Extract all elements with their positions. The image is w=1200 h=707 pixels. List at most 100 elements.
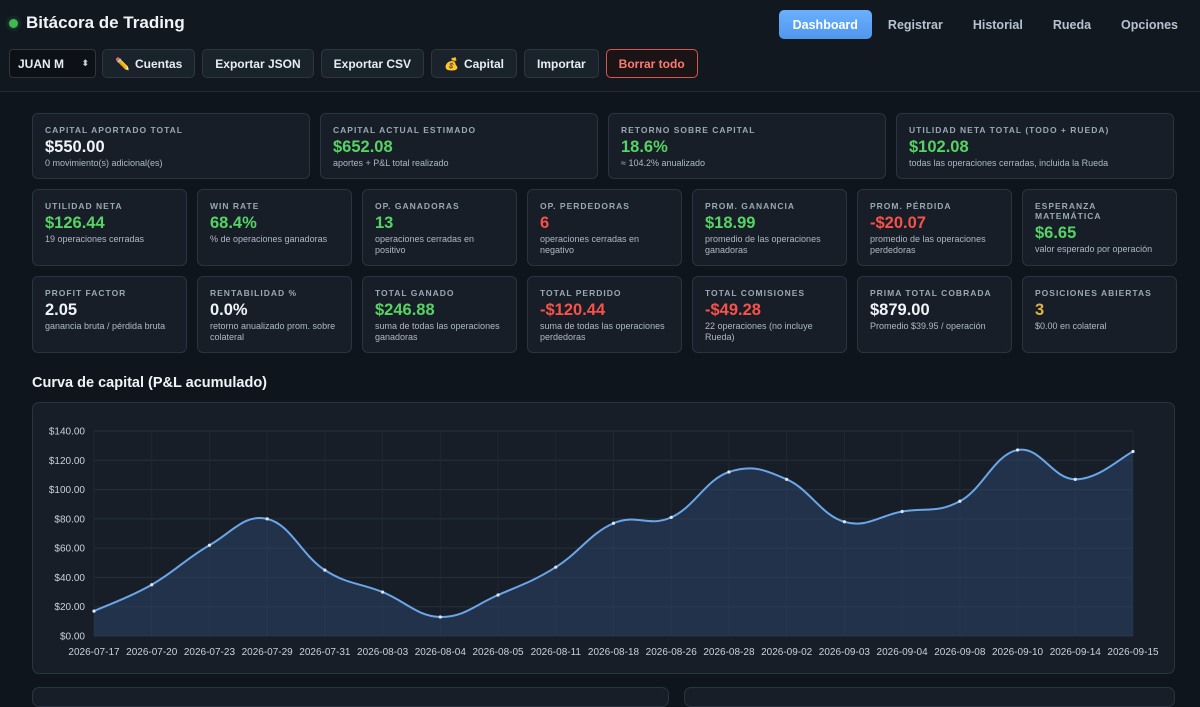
updown-caret-icon: ⬍ — [81, 58, 89, 68]
cuentas-button[interactable]: ✏️ Cuentas — [102, 49, 196, 78]
card-prom-perdida: PROM. PÉRDIDA -$20.07 promedio de las op… — [857, 189, 1012, 266]
card-label: UTILIDAD NETA TOTAL (TODO + RUEDA) — [909, 125, 1110, 135]
bottom-panel-left — [32, 687, 669, 707]
main-nav: Dashboard Registrar Historial Rueda Opci… — [777, 10, 1192, 39]
tab-registrar[interactable]: Registrar — [887, 17, 943, 32]
tab-rueda[interactable]: Rueda — [1052, 17, 1092, 32]
data-point — [900, 509, 904, 514]
x-tick-label: 2026-07-23 — [184, 647, 236, 658]
card-total-comisiones: TOTAL COMISIONES -$49.28 22 operaciones … — [692, 276, 847, 353]
card-value: 18.6% — [621, 138, 668, 156]
x-tick-label: 2026-09-03 — [819, 647, 871, 658]
card-sub: ≈ 104.2% anualizado — [621, 158, 706, 168]
card-sub: valor esperado por operación — [1035, 244, 1153, 254]
card-value: -$120.44 — [540, 301, 606, 319]
card-sub: $0.00 en colateral — [1035, 321, 1107, 331]
x-tick-label: 2026-08-11 — [531, 647, 582, 658]
equity-curve-svg: $0.00 $20.00 $40.00 $60.00 $80.00 $100.00 $120… — [49, 427, 1159, 659]
y-tick-label: $140.00 — [49, 427, 86, 438]
card-sub: 22 operaciones (no incluye Rueda) — [705, 321, 813, 342]
card-profit-factor: PROFIT FACTOR 2.05 ganancia bruta / pérd… — [32, 276, 187, 353]
summary-cards: CAPITAL APORTADO TOTAL $550.00 0 movimie… — [32, 113, 1174, 179]
card-sub: Promedio $39.95 / operación — [870, 321, 986, 331]
x-tick-label: 2026-08-04 — [415, 647, 467, 658]
equity-curve-title: Curva de capital (P&L acumulado) — [32, 375, 268, 391]
x-tick-label: 2026-08-05 — [472, 647, 524, 658]
card-value: $879.00 — [870, 301, 930, 319]
x-tick-label: 2026-07-29 — [242, 647, 294, 658]
bottom-panel-right — [684, 687, 1175, 707]
pencil-icon: ✏️ — [115, 56, 130, 71]
card-label: TOTAL COMISIONES — [705, 288, 806, 298]
card-label: ESPERANZA MATEMÁTICA — [1035, 201, 1102, 221]
data-point — [1015, 448, 1020, 452]
status-dot-icon — [9, 18, 18, 28]
card-win-rate: WIN RATE 68.4% % de operaciones ganadora… — [197, 189, 352, 266]
card-label: CAPITAL APORTADO TOTAL — [45, 125, 184, 135]
equity-curve-chart: $0.00 $20.00 $40.00 $60.00 $80.00 $100.00 $120… — [32, 402, 1175, 674]
data-point — [669, 515, 673, 519]
card-sub: aportes + P&L total realizado — [333, 158, 449, 168]
data-point — [842, 520, 846, 524]
card-label: TOTAL GANADO — [375, 288, 455, 298]
import-button[interactable]: Importar — [523, 49, 599, 78]
card-value: $652.08 — [333, 138, 393, 156]
card-label: PRIMA TOTAL COBRADA — [870, 288, 992, 298]
card-sub: % de operaciones ganadoras — [210, 234, 328, 244]
clear-all-button[interactable]: Borrar todo — [605, 49, 698, 78]
data-point — [554, 565, 558, 569]
export-json-button[interactable]: Exportar JSON — [202, 49, 314, 78]
metrics-row-1: UTILIDAD NETA $126.44 19 operaciones cer… — [32, 189, 1177, 266]
card-sub: suma de todas las operaciones ganadoras — [375, 321, 500, 342]
card-label: OP. PERDEDORAS — [540, 201, 630, 211]
card-value: $102.08 — [909, 138, 969, 156]
tab-dashboard[interactable]: Dashboard — [778, 10, 872, 39]
tab-historial[interactable]: Historial — [972, 17, 1023, 32]
card-sub: 0 movimiento(s) adicional(es) — [45, 158, 163, 168]
card-value: 68.4% — [210, 214, 257, 232]
card-rentabilidad: RENTABILIDAD % 0.0% retorno anualizado p… — [197, 276, 352, 353]
card-label: OP. GANADORAS — [375, 201, 460, 211]
x-tick-label: 2026-09-08 — [934, 647, 986, 658]
card-label: TOTAL PERDIDO — [540, 288, 622, 298]
y-tick-label: $100.00 — [49, 485, 86, 496]
card-sub: promedio de las operaciones perdedoras — [870, 234, 986, 255]
export-csv-button[interactable]: Exportar CSV — [320, 49, 425, 78]
card-label: CAPITAL ACTUAL ESTIMADO — [333, 125, 477, 135]
app-title: Bitácora de Trading — [26, 13, 185, 32]
x-tick-label: 2026-08-26 — [646, 647, 698, 658]
card-value: $18.99 — [705, 214, 756, 232]
x-tick-label: 2026-09-14 — [1050, 647, 1102, 658]
data-point — [150, 583, 154, 587]
y-tick-label: $40.00 — [54, 573, 85, 584]
data-point — [611, 521, 616, 525]
card-sub: 19 operaciones cerradas — [45, 234, 145, 244]
x-tick-label: 2026-09-02 — [761, 647, 813, 658]
toolbar: JUAN M ⬍ ✏️ Cuentas Exportar JSON Export… — [9, 49, 705, 78]
x-tick-label: 2026-07-20 — [126, 647, 178, 658]
card-total-perdido: TOTAL PERDIDO -$120.44 suma de todas las… — [527, 276, 682, 353]
card-esperanza: ESPERANZA MATEMÁTICA $6.65 valor esperad… — [1022, 189, 1177, 266]
data-point — [207, 543, 212, 547]
capital-button[interactable]: 💰 Capital — [431, 49, 517, 78]
card-op-ganadoras: OP. GANADORAS 13 operaciones cerradas en… — [362, 189, 517, 266]
card-retorno-capital: RETORNO SOBRE CAPITAL 18.6% ≈ 104.2% anu… — [608, 113, 886, 179]
card-sub: ganancia bruta / pérdida bruta — [45, 321, 166, 331]
card-sub: promedio de las operaciones ganadoras — [705, 234, 821, 255]
x-tick-label: 2026-09-15 — [1107, 647, 1159, 658]
card-label: UTILIDAD NETA — [45, 201, 123, 211]
card-value: -$20.07 — [870, 214, 926, 232]
card-posiciones-abiertas: POSICIONES ABIERTAS 3 $0.00 en colateral — [1022, 276, 1177, 353]
card-value: $550.00 — [45, 138, 105, 156]
money-bag-icon: 💰 — [444, 56, 459, 71]
data-point — [438, 615, 442, 619]
account-select[interactable]: JUAN M ⬍ — [9, 49, 96, 78]
card-value: -$49.28 — [705, 301, 761, 319]
card-value: 0.0% — [210, 301, 248, 319]
card-label: POSICIONES ABIERTAS — [1035, 288, 1152, 298]
tab-opciones[interactable]: Opciones — [1121, 17, 1178, 32]
card-label: WIN RATE — [210, 201, 260, 211]
metrics-row-2: PROFIT FACTOR 2.05 ganancia bruta / pérd… — [32, 276, 1177, 353]
x-tick-label: 2026-07-17 — [68, 647, 120, 658]
y-tick-label: $120.00 — [49, 456, 86, 467]
